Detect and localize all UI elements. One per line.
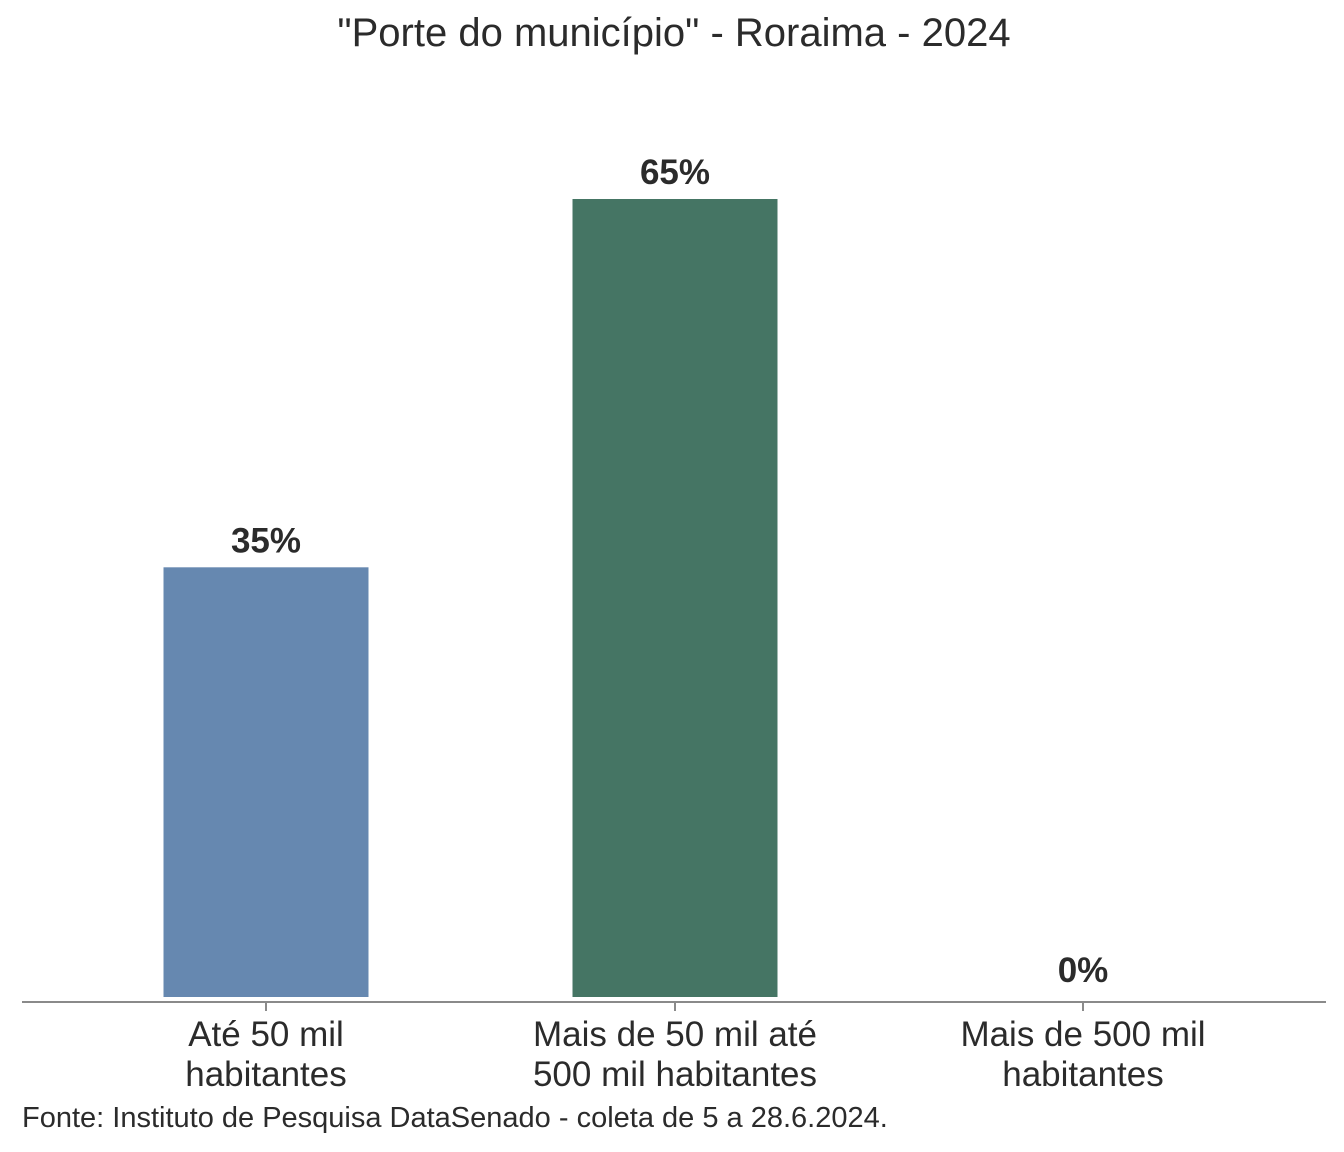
bar-1 <box>163 567 369 997</box>
x-tick-label-line: habitantes <box>1002 1055 1164 1094</box>
bar-2 <box>572 199 778 997</box>
x-tick-label-line: 500 mil habitantes <box>533 1055 817 1094</box>
chart-title: "Porte do município" - Roraima - 2024 <box>337 11 1010 55</box>
x-tick-label-3: Mais de 500 mil habitantes <box>960 1015 1205 1094</box>
source-note: Fonte: Instituto de Pesquisa DataSenado … <box>22 1102 888 1134</box>
bar-value-label-2: 65% <box>640 153 710 192</box>
bars-layer: 35% 65% 0% <box>163 153 1109 997</box>
bar-value-label-1: 35% <box>231 521 301 560</box>
x-tick-label-line: Mais de 500 mil <box>960 1015 1205 1054</box>
x-tick-label-2: Mais de 50 mil até 500 mil habitantes <box>533 1015 817 1094</box>
x-tick-label-line: habitantes <box>185 1055 347 1094</box>
x-tick-label-line: Até 50 mil <box>188 1015 344 1054</box>
bar-value-label-3: 0% <box>1058 951 1109 990</box>
x-tick-label-line: Mais de 50 mil até <box>533 1015 817 1054</box>
x-tick-label-1: Até 50 mil habitantes <box>185 1015 347 1094</box>
